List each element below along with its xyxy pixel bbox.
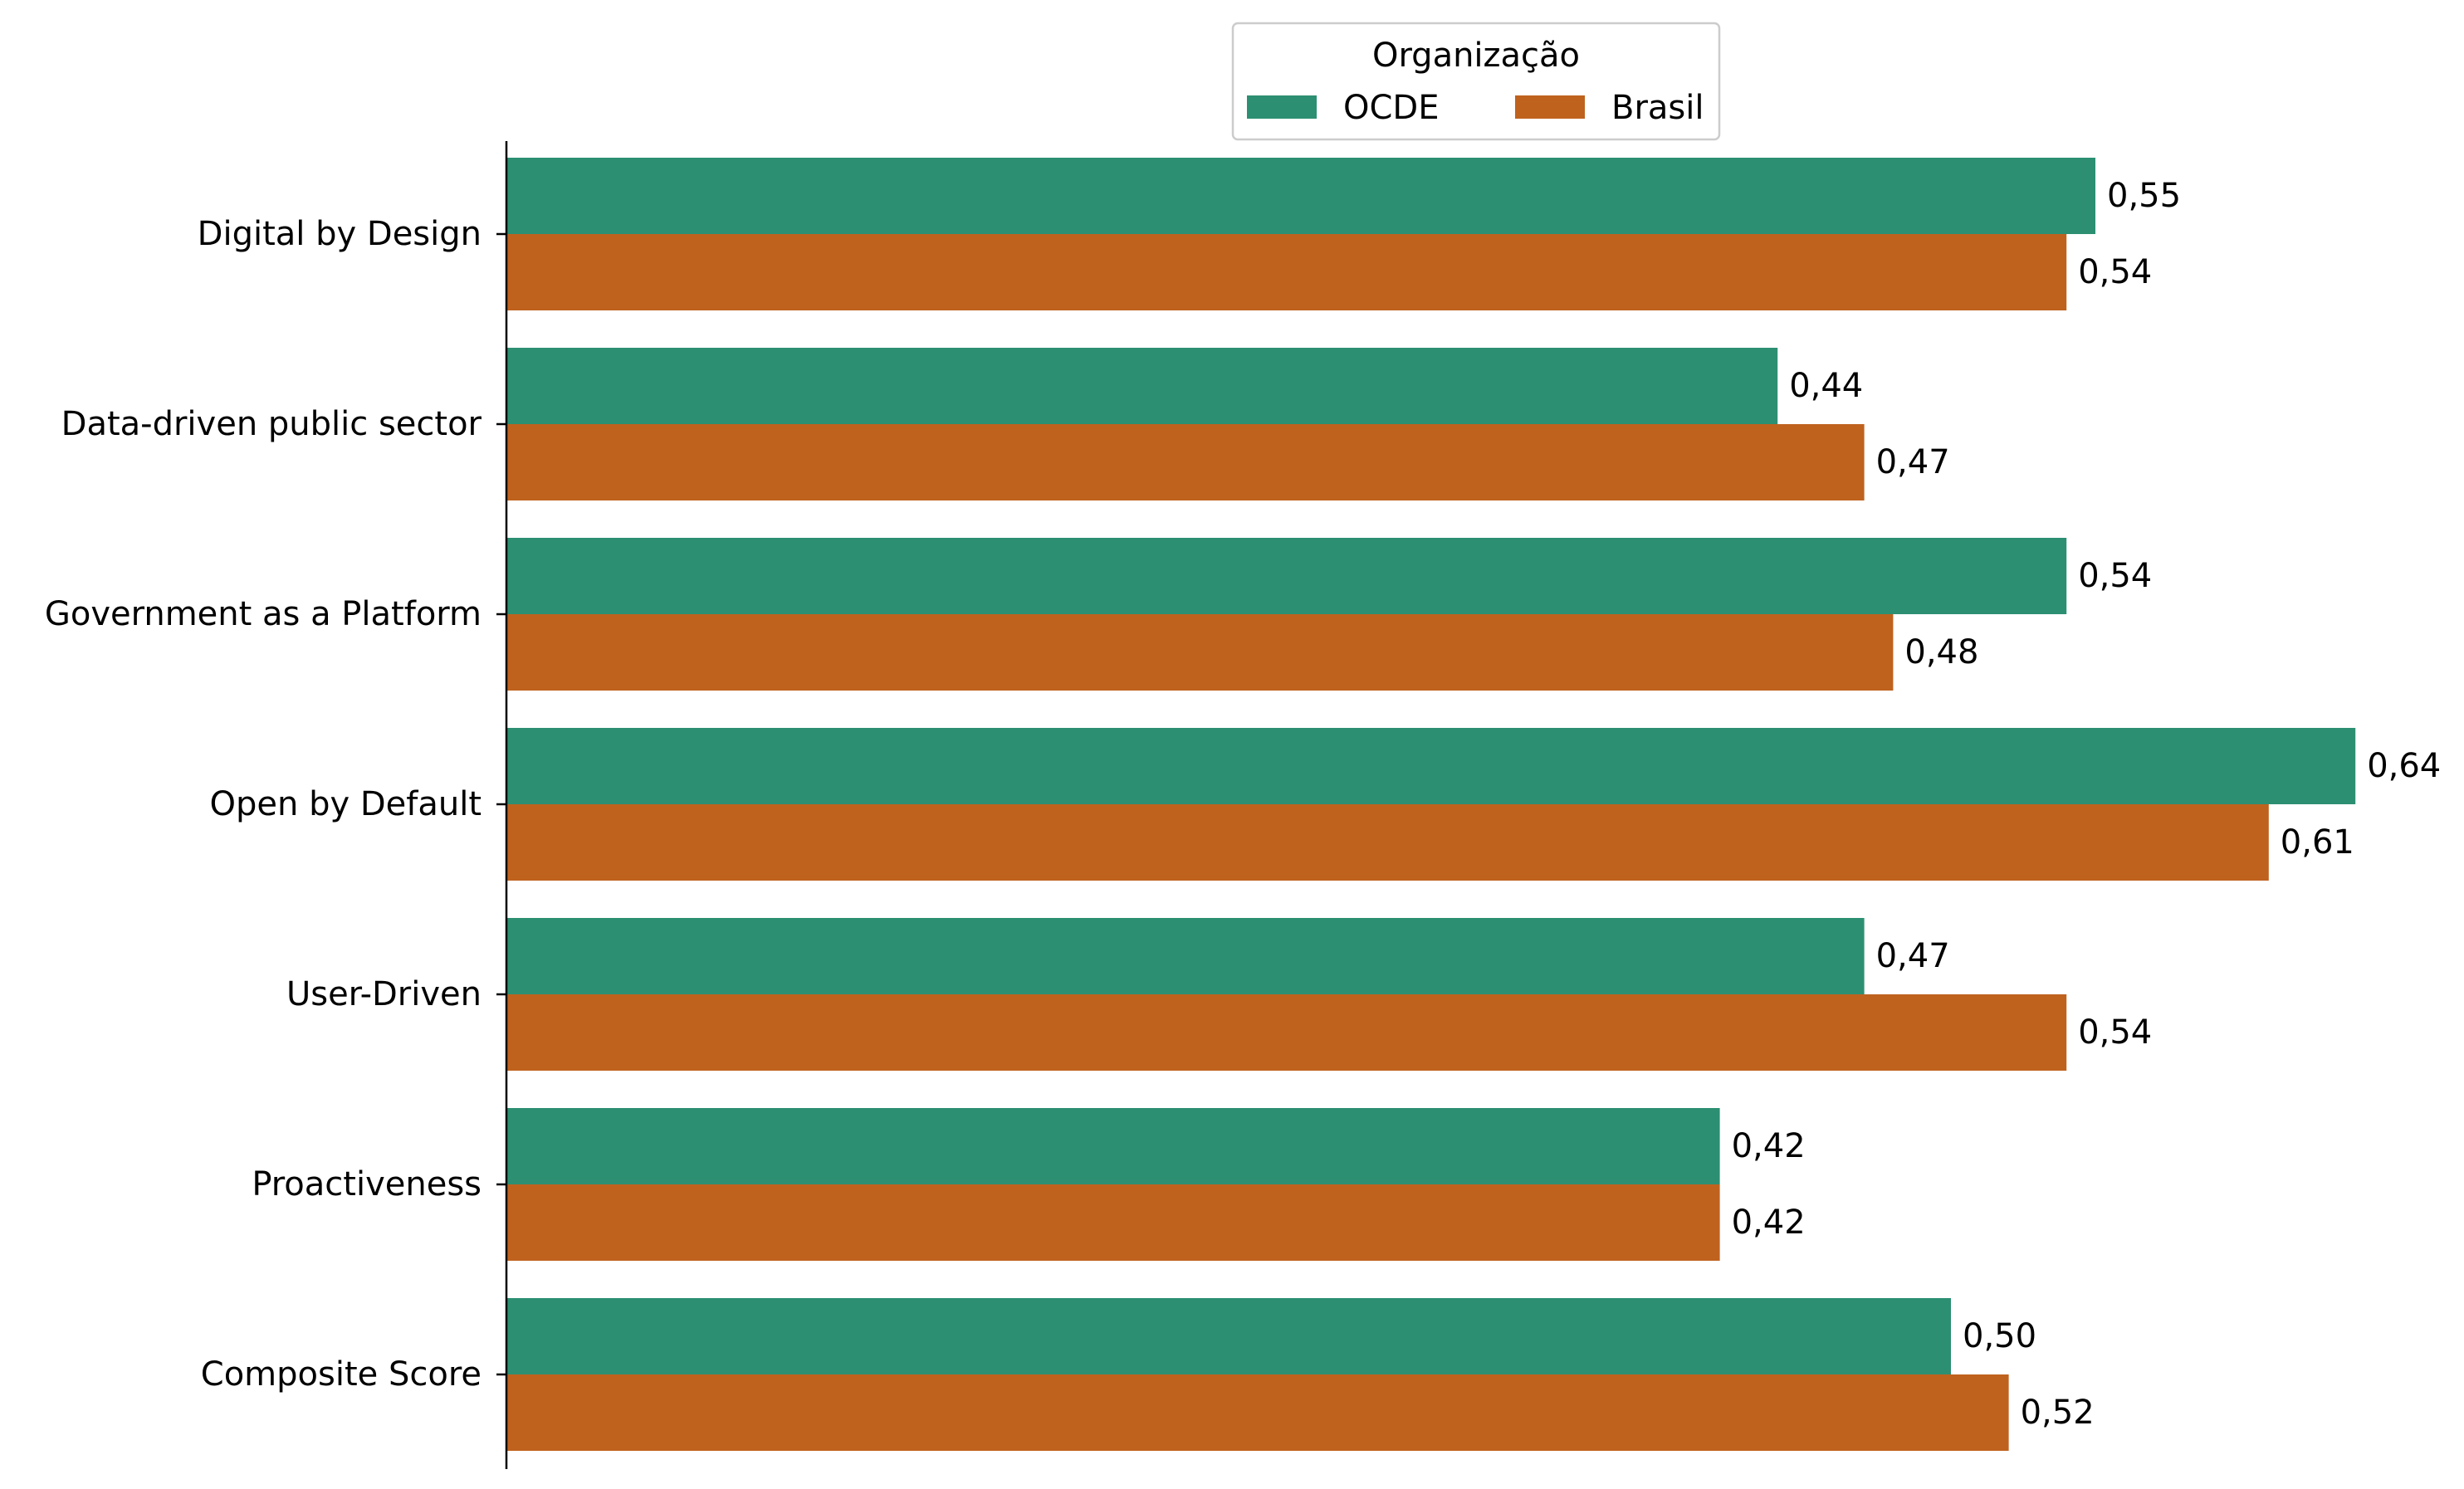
data-label-ocde-digital-by-design: 0,55 [2107,177,2181,215]
legend-title: Organização [1372,37,1580,75]
data-label-brasil-open-by-default: 0,61 [2281,823,2354,862]
data-label-brasil-government-as-a-platform: 0,48 [1904,633,1978,671]
legend-box [1231,22,1721,141]
bar-brasil-digital-by-design [506,234,2067,310]
bar-brasil-composite-score [506,1374,2009,1451]
bar-brasil-user-driven [506,994,2067,1071]
y-axis: Digital by Design Data-driven public sect… [45,141,508,1469]
y-tick-label-user-driven: User-Driven [286,975,482,1013]
bar-ocde-government-as-a-platform [506,538,2067,614]
bar-brasil-data-driven-public-sector [506,424,1865,500]
legend-swatch-brasil [1515,95,1585,119]
data-label-brasil-user-driven: 0,54 [2078,1013,2152,1052]
data-label-ocde-government-as-a-platform: 0,54 [2078,557,2152,595]
y-tick-label-government-as-a-platform: Government as a Platform [45,595,482,633]
y-tick-label-data-driven-public-sector: Data-driven public sector [61,405,482,443]
bar-ocde-user-driven [506,918,1865,994]
legend-swatch-ocde [1247,95,1317,119]
bar-ocde-composite-score [506,1298,1951,1374]
bars-layer [506,158,2356,1451]
data-label-ocde-data-driven-public-sector: 0,44 [1789,367,1863,405]
data-label-brasil-data-driven-public-sector: 0,47 [1876,443,1950,481]
bar-ocde-open-by-default [506,728,2356,804]
bar-brasil-government-as-a-platform [506,614,1894,691]
bar-ocde-digital-by-design [506,158,2095,234]
bar-brasil-open-by-default [506,804,2269,881]
legend: Organização OCDE Brasil [1231,22,1721,141]
data-label-ocde-composite-score: 0,50 [1963,1317,2036,1355]
y-tick-label-proactiveness: Proactiveness [252,1165,482,1203]
bar-ocde-data-driven-public-sector [506,348,1778,424]
data-label-brasil-digital-by-design: 0,54 [2078,253,2152,291]
data-label-ocde-open-by-default: 0,64 [2367,747,2441,785]
data-label-ocde-user-driven: 0,47 [1876,937,1950,975]
data-labels-layer: 0,55 0,54 0,44 0,47 0,54 0,48 0,64 0,61 0,47 0,54… [1732,177,2442,1432]
y-tick-label-composite-score: Composite Score [201,1355,482,1394]
bar-brasil-proactiveness [506,1184,1720,1261]
y-tick-label-digital-by-design: Digital by Design [198,215,482,253]
legend-label-brasil: Brasil [1611,89,1704,127]
data-label-brasil-proactiveness: 0,42 [1732,1203,1806,1242]
y-tick-label-open-by-default: Open by Default [210,785,482,823]
bar-ocde-proactiveness [506,1108,1720,1184]
data-label-brasil-composite-score: 0,52 [2021,1394,2095,1432]
legend-label-ocde: OCDE [1343,89,1440,127]
data-label-ocde-proactiveness: 0,42 [1732,1127,1806,1165]
